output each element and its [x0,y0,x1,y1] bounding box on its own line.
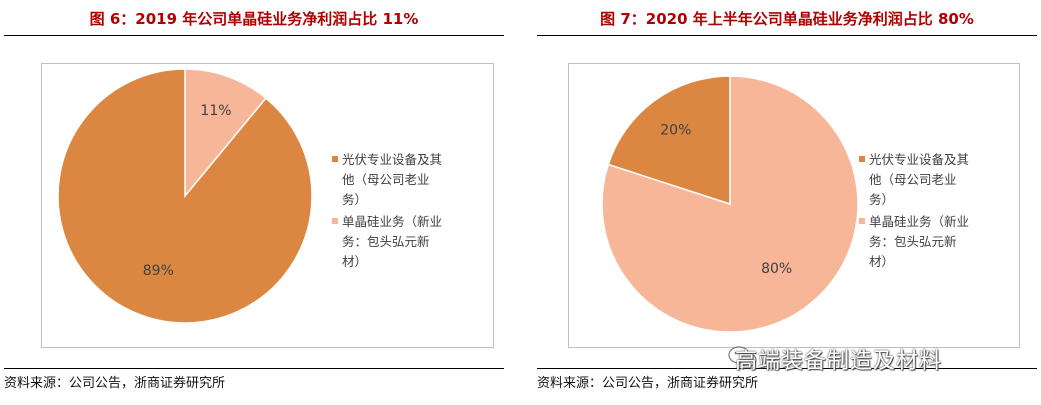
watermark-text: 高端装备制造及材料 [735,349,943,374]
pie-data-label: 80% [761,261,792,277]
legend-label-line: 他（母公司老业 [342,172,430,187]
top-rule [537,35,1037,36]
chart-title: 图 6：2019 年公司单晶硅业务净利润占比 11% [89,10,419,28]
legend-label-line: 务） [869,192,895,207]
chart-panel-right: 图 7：2020 年上半年公司单晶硅业务净利润占比 80% 80% 20% 光伏专… [537,0,1037,405]
legend-label-line: 他（母公司老业 [869,172,957,187]
pie-chart: 80% 20% [601,75,859,333]
legend-label-line: 材） [869,254,895,269]
pie-slice [57,68,313,324]
top-rule [4,35,504,36]
legend-label-line: 务） [342,192,368,207]
legend-label-line: 光伏专业设备及其 [869,152,970,167]
legend-item: 光伏专业设备及其 他（母公司老业 务） [859,150,1009,210]
source-note: 资料来源：公司公告，浙商证券研究所 [537,376,759,391]
plot-area: 11% 89% 光伏专业设备及其 他（母公司老业 务） 单晶硅业务（新业 务：包头… [41,63,494,348]
bottom-rule [4,368,504,369]
legend-swatch [859,156,865,162]
legend: 光伏专业设备及其 他（母公司老业 务） 单晶硅业务（新业 务：包头弘元新 材） [332,150,482,274]
legend-swatch [332,156,338,162]
bottom-rule [537,368,1037,369]
chart-title: 图 7：2020 年上半年公司单晶硅业务净利润占比 80% [600,10,974,28]
legend-swatch [859,218,865,224]
legend-item: 单晶硅业务（新业 务：包头弘元新 材） [859,212,1009,272]
legend-label-line: 单晶硅业务（新业 [342,214,443,229]
legend-swatch [332,218,338,224]
legend-label-line: 光伏专业设备及其 [342,152,443,167]
chart-panel-left: 图 6：2019 年公司单晶硅业务净利润占比 11% 11% 89% 光伏专业设备… [4,0,504,405]
plot-area: 80% 20% 光伏专业设备及其 他（母公司老业 务） 单晶硅业务（新业 务：包头… [568,63,1020,348]
legend-label-line: 务：包头弘元新 [342,234,430,249]
legend-label-line: 务：包头弘元新 [869,234,957,249]
pie-chart: 11% 89% [57,68,313,324]
pie-data-label: 11% [200,103,231,119]
legend: 光伏专业设备及其 他（母公司老业 务） 单晶硅业务（新业 务：包头弘元新 材） [859,150,1009,274]
pie-slice [184,68,268,199]
source-note: 资料来源：公司公告，浙商证券研究所 [4,376,226,391]
legend-label-line: 材） [342,254,368,269]
legend-item: 单晶硅业务（新业 务：包头弘元新 材） [332,212,482,272]
legend-label-line: 单晶硅业务（新业 [869,214,970,229]
pie-data-label: 89% [143,263,174,279]
wechat-icon [728,346,757,368]
pie-slice [607,75,731,206]
pie-data-label: 20% [660,122,691,138]
legend-item: 光伏专业设备及其 他（母公司老业 务） [332,150,482,210]
